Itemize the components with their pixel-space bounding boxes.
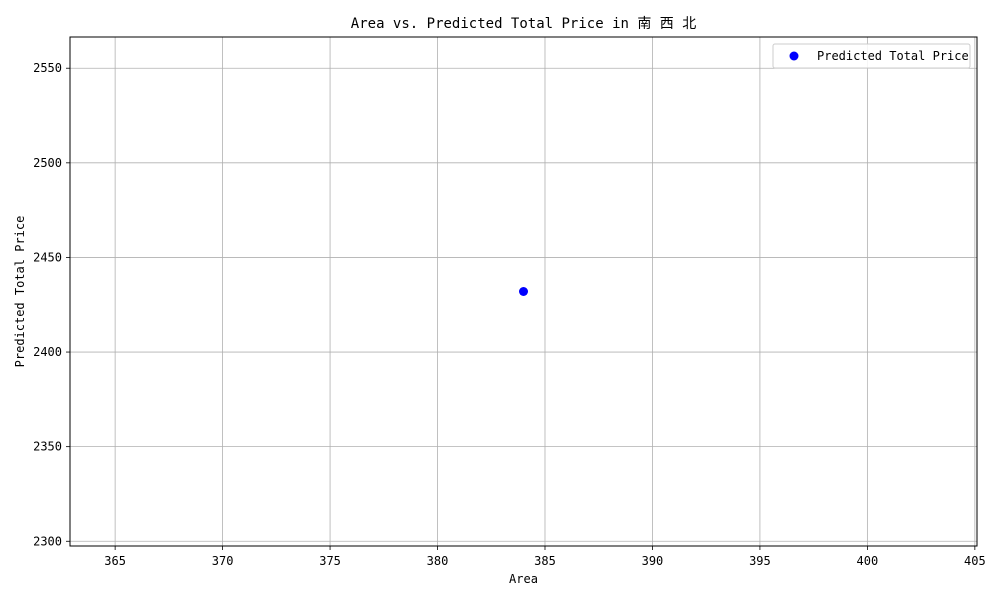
y-tick-label: 2300 [33,534,62,548]
x-tick-label: 375 [319,554,341,568]
x-axis-title: Area [509,572,538,586]
x-tick-label: 380 [427,554,449,568]
x-tick-label: 390 [642,554,664,568]
x-axis-ticks: 365 370 375 380 385 390 395 400 405 [104,546,986,568]
x-tick-label: 385 [534,554,556,568]
legend-label: Predicted Total Price [817,49,969,63]
x-tick-label: 400 [857,554,879,568]
legend-frame [772,43,971,69]
x-tick-label: 405 [964,554,986,568]
legend-marker [789,51,799,61]
x-tick-label: 395 [749,554,771,568]
y-tick-label: 2550 [33,61,62,75]
y-tick-label: 2350 [33,440,62,454]
y-axis-title: Predicted Total Price [13,216,27,368]
y-axis-ticks: 2300 2350 2400 2450 2500 2550 [33,61,70,548]
y-tick-label: 2500 [33,156,62,170]
plot-area-frame [69,36,978,547]
chart-title: Area vs. Predicted Total Price in 南 西 北 [351,16,696,32]
x-tick-label: 365 [104,554,126,568]
grid-lines [70,37,977,546]
data-points [519,287,528,296]
y-tick-label: 2400 [33,345,62,359]
x-tick-label: 370 [212,554,234,568]
legend: Predicted Total Price [772,43,971,69]
scatter-point [519,287,528,296]
y-tick-label: 2450 [33,250,62,264]
